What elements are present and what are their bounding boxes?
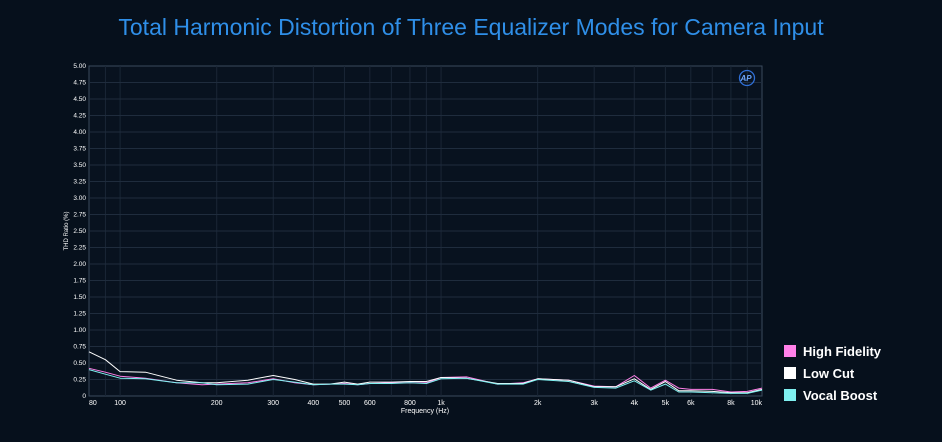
x-tick-label: 500 [339,400,351,407]
ap-logo: AP [738,69,756,87]
chart-title: Total Harmonic Distortion of Three Equal… [118,14,824,40]
x-tick-labels: 80 100 200 300 400 500 600 800 1k 2k 3k 4k 5k 6k 8k 10k [89,400,762,407]
x-tick-label: 5k [662,400,670,407]
grid-lines [89,66,762,396]
x-tick-label: 4k [631,400,639,407]
x-tick-label: 3k [590,400,598,407]
x-tick-label: 300 [267,400,279,407]
x-tick-label: 6k [687,400,695,407]
y-tick-label: 1.75 [73,278,86,285]
y-tick-label: 2.25 [73,245,86,252]
y-tick-label: 0.50 [73,360,86,367]
ap-logo-text: AP [739,74,752,83]
x-tick-label: 80 [89,400,97,407]
y-tick-label: 4.25 [73,113,86,120]
series-line-vocal-boost [88,369,763,394]
x-axis-label: Frequency (Hz) [401,408,449,415]
y-tick-label: 0.25 [73,377,86,384]
y-tick-label: 2.00 [73,261,86,268]
legend-label: Low Cut [803,365,855,381]
x-tick-label: 200 [211,400,223,407]
legend-label: High Fidelity [803,343,881,359]
y-tick-label: 0 [82,393,86,400]
y-tick-label: 3.50 [73,162,86,169]
series-line-low-cut [88,351,763,394]
y-tick-label: 2.50 [73,228,86,235]
x-tick-label: 600 [364,400,376,407]
x-tick-label: 800 [404,400,416,407]
legend: High Fidelity Low Cut Vocal Boost [784,340,881,406]
x-tick-label: 8k [727,400,735,407]
y-tick-label: 4.00 [73,129,86,136]
y-tick-label: 1.50 [73,294,86,301]
y-tick-label: 3.00 [73,195,86,202]
legend-swatch-low-cut [784,367,796,379]
legend-item-high-fidelity: High Fidelity [784,340,881,362]
x-tick-label: 10k [751,400,763,407]
y-tick-label: 4.50 [73,96,86,103]
y-tick-label: 0.75 [73,344,86,351]
ap-logo-ring [738,69,756,87]
legend-swatch-high-fidelity [784,345,796,357]
legend-swatch-vocal-boost [784,389,796,401]
y-tick-labels: 0 0.25 0.50 0.75 1.00 1.25 1.50 1.75 2.00 2.25 2.5… [73,63,86,400]
y-axis-label: THD Ratio (%) [64,211,70,250]
y-tick-label: 3.75 [73,146,86,153]
x-tick-label: 400 [307,400,319,407]
legend-item-vocal-boost: Vocal Boost [784,384,881,406]
y-tick-label: 2.75 [73,212,86,219]
y-tick-label: 1.00 [73,327,86,334]
y-tick-label: 3.25 [73,179,86,186]
y-tick-label: 5.00 [73,63,86,70]
y-tick-label: 1.25 [73,311,86,318]
legend-item-low-cut: Low Cut [784,362,881,384]
y-tick-label: 4.75 [73,80,86,87]
legend-label: Vocal Boost [803,387,878,403]
x-tick-label: 100 [114,400,126,407]
series-lines [88,351,763,394]
x-tick-label: 1k [437,400,445,407]
x-tick-label: 2k [534,400,542,407]
